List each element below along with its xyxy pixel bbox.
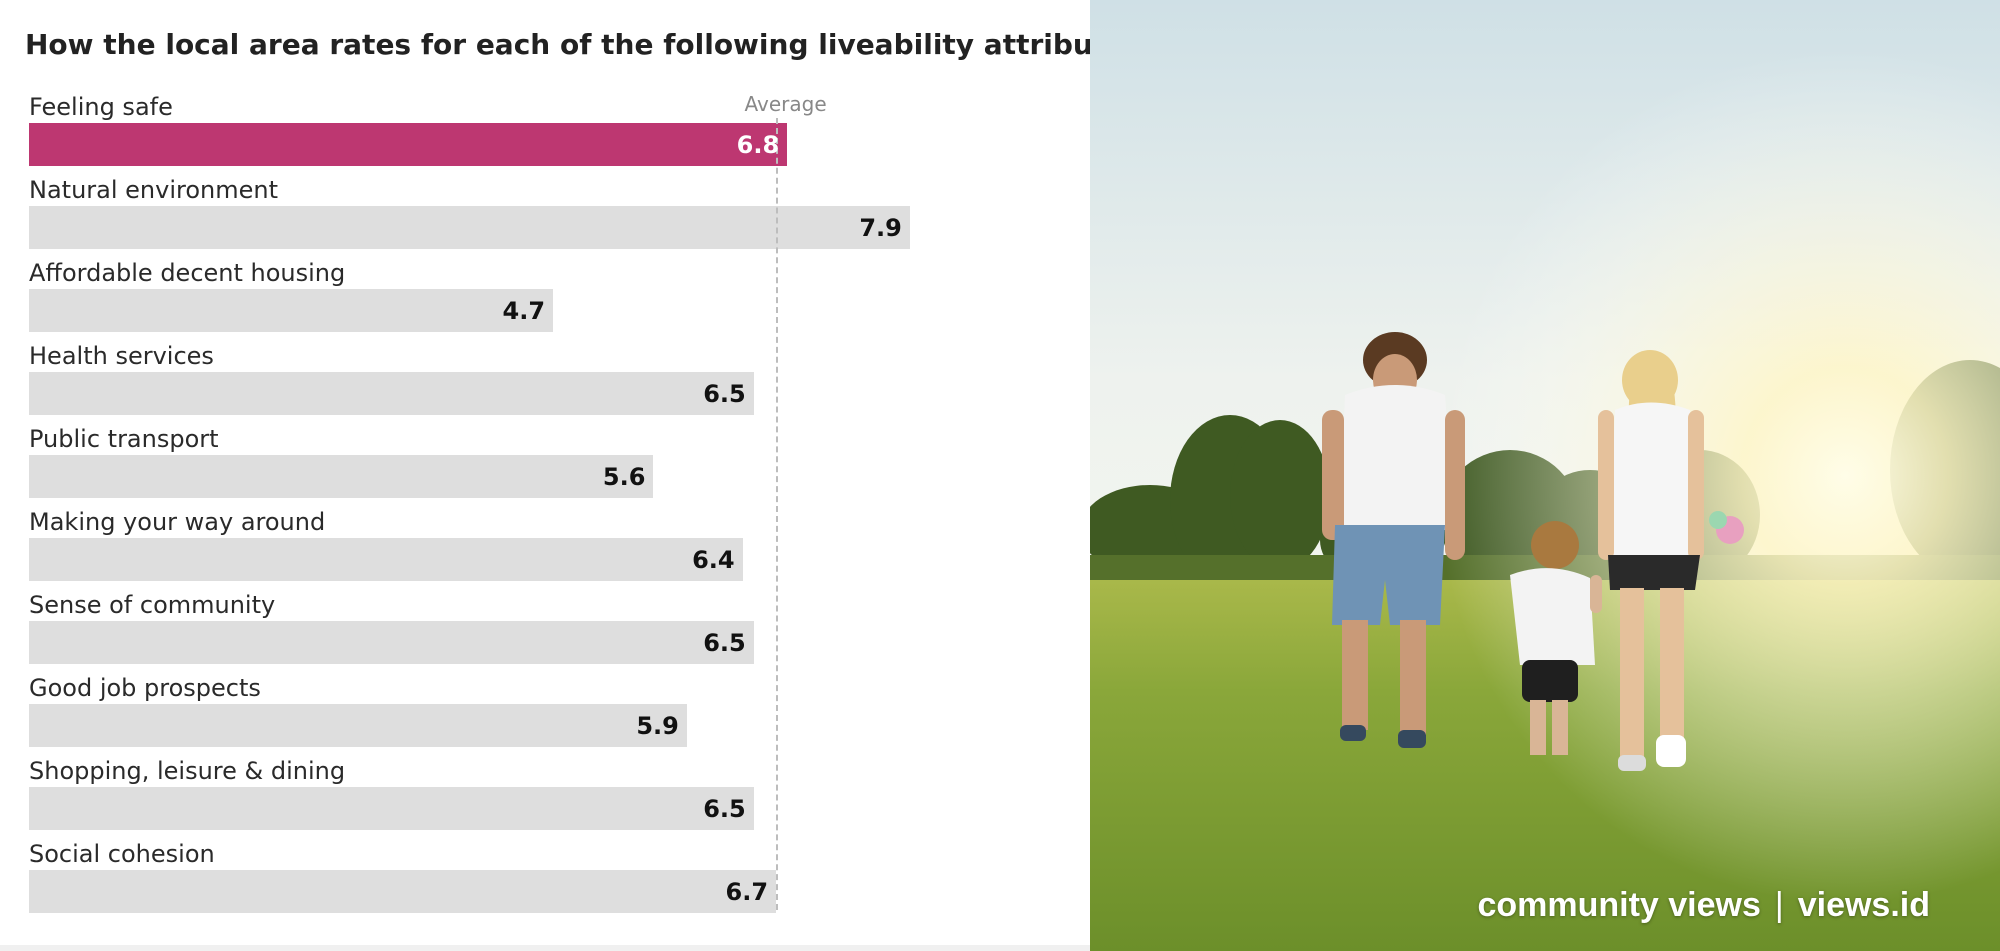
bar (29, 372, 754, 415)
bar-value-label: 4.7 (502, 297, 546, 325)
bar (29, 123, 788, 166)
brand-left: community views (1477, 886, 1761, 924)
brand-watermark: community views | views.id (1477, 886, 1930, 925)
bar (29, 206, 910, 249)
bar-value-label: 6.7 (725, 878, 769, 906)
bar (29, 870, 777, 913)
bar-value-label: 7.9 (859, 214, 902, 242)
bar (29, 704, 687, 747)
bar-value-label: 5.6 (602, 463, 646, 491)
category-label: Affordable decent housing (29, 259, 346, 287)
category-label: Public transport (29, 425, 219, 453)
bar (29, 455, 654, 498)
brand-right: views.id (1797, 886, 1930, 924)
bar (29, 787, 754, 830)
category-label: Social cohesion (29, 840, 215, 868)
brand-separator: | (1774, 886, 1784, 924)
category-label: Feeling safe (29, 93, 173, 121)
bottom-divider (0, 945, 1090, 951)
average-reference-line (775, 118, 778, 910)
category-label: Sense of community (29, 591, 276, 619)
bar (29, 289, 554, 332)
category-label: Natural environment (29, 176, 278, 204)
bar-value-label: 5.9 (636, 712, 679, 740)
bar-value-label: 6.4 (692, 546, 735, 574)
category-label: Health services (29, 342, 214, 370)
average-label: Average (744, 92, 827, 116)
family-walking-in-park-photo: community views | views.id (1090, 0, 2000, 951)
bar-value-label: 6.5 (703, 380, 746, 408)
category-label: Making your way around (29, 508, 326, 536)
bar-value-label: 6.5 (703, 795, 746, 823)
bar-value-label: 6.5 (703, 629, 746, 657)
category-label: Good job prospects (29, 674, 261, 702)
category-label: Shopping, leisure & dining (29, 757, 346, 785)
bar (29, 538, 743, 581)
bar-value-label: 6.8 (736, 131, 780, 159)
chart-title: How the local area rates for each of the… (25, 28, 1142, 61)
bar (29, 621, 754, 664)
chart-panel: How the local area rates for each of the… (0, 28, 1142, 951)
